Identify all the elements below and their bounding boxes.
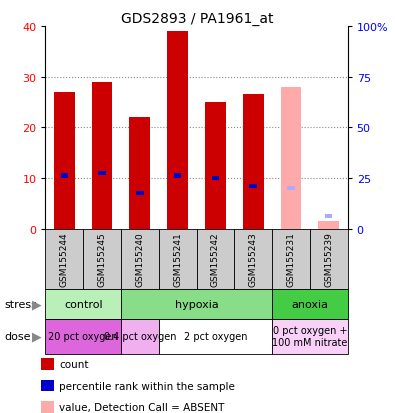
Text: dose: dose bbox=[4, 331, 30, 342]
Bar bbox=[212, 177, 219, 180]
Bar bbox=[54, 93, 75, 229]
Bar bbox=[121, 289, 272, 319]
Bar bbox=[45, 289, 121, 319]
Bar bbox=[45, 229, 83, 289]
Bar bbox=[318, 222, 339, 229]
Bar bbox=[159, 319, 272, 354]
Bar bbox=[83, 229, 121, 289]
Bar bbox=[60, 174, 68, 178]
Bar bbox=[249, 184, 257, 188]
Bar bbox=[280, 88, 301, 229]
Bar bbox=[197, 229, 234, 289]
Text: value, Detection Call = ABSENT: value, Detection Call = ABSENT bbox=[59, 402, 225, 412]
Text: 0 pct oxygen +
100 mM nitrate: 0 pct oxygen + 100 mM nitrate bbox=[272, 325, 348, 347]
Bar bbox=[287, 187, 295, 191]
Text: GSM155241: GSM155241 bbox=[173, 232, 182, 287]
Bar bbox=[159, 229, 197, 289]
Text: 0.4 pct oxygen: 0.4 pct oxygen bbox=[103, 331, 176, 342]
Bar bbox=[92, 83, 113, 229]
Text: ▶: ▶ bbox=[32, 297, 41, 311]
Text: percentile rank within the sample: percentile rank within the sample bbox=[59, 381, 235, 391]
Text: GSM155231: GSM155231 bbox=[286, 232, 295, 287]
Bar bbox=[167, 32, 188, 229]
Text: count: count bbox=[59, 359, 89, 369]
Bar bbox=[130, 118, 150, 229]
Text: GSM155242: GSM155242 bbox=[211, 232, 220, 286]
Text: anoxia: anoxia bbox=[292, 299, 328, 309]
Bar bbox=[45, 319, 121, 354]
Text: 20 pct oxygen: 20 pct oxygen bbox=[48, 331, 118, 342]
Bar bbox=[272, 229, 310, 289]
Bar bbox=[121, 229, 159, 289]
Text: GSM155239: GSM155239 bbox=[324, 232, 333, 287]
Text: ▶: ▶ bbox=[32, 330, 41, 343]
Text: GSM155245: GSM155245 bbox=[98, 232, 107, 287]
Text: GDS2893 / PA1961_at: GDS2893 / PA1961_at bbox=[121, 12, 274, 26]
Bar bbox=[136, 192, 144, 196]
Bar bbox=[205, 103, 226, 229]
Bar bbox=[174, 174, 181, 178]
Text: stress: stress bbox=[4, 299, 37, 309]
Text: GSM155240: GSM155240 bbox=[135, 232, 144, 287]
Bar bbox=[325, 214, 333, 218]
Bar bbox=[243, 95, 263, 229]
Text: 2 pct oxygen: 2 pct oxygen bbox=[184, 331, 247, 342]
Bar bbox=[121, 319, 159, 354]
Text: hypoxia: hypoxia bbox=[175, 299, 218, 309]
Text: GSM155244: GSM155244 bbox=[60, 232, 69, 286]
Bar bbox=[272, 319, 348, 354]
Bar bbox=[272, 289, 348, 319]
Bar bbox=[234, 229, 272, 289]
Text: GSM155243: GSM155243 bbox=[249, 232, 258, 287]
Bar bbox=[98, 171, 106, 176]
Text: control: control bbox=[64, 299, 103, 309]
Bar bbox=[310, 229, 348, 289]
